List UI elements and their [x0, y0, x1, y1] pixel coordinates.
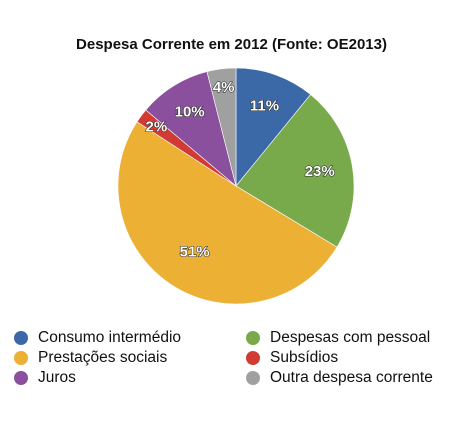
legend-label: Outra despesa corrente [270, 369, 433, 386]
pie-slice-3 [117, 121, 338, 305]
pie-slice-6 [206, 67, 237, 187]
pie-slice-label-5: 10% [175, 104, 205, 121]
legend-label: Consumo intermédio [38, 329, 182, 346]
legend-swatch [246, 351, 260, 365]
pie-slice-2 [235, 94, 355, 248]
pie-slice-label-2: 23% [305, 163, 335, 180]
legend-swatch [246, 371, 260, 385]
pie-slice-label-4: 2% [146, 118, 168, 135]
legend-item: Subsídios [246, 348, 338, 368]
pie-slice-1 [235, 67, 312, 187]
pie-slice-label-3: 51% [180, 243, 210, 260]
legend-label: Despesas com pessoal [270, 329, 431, 346]
legend-swatch [246, 331, 260, 345]
pie-slice-label-1: 11% [250, 97, 279, 114]
legend-item: Prestações sociais [14, 348, 167, 368]
legend-item: Outra despesa corrente [246, 368, 433, 388]
pie-slice-label-6: 4% [213, 79, 235, 96]
legend-label: Juros [38, 369, 76, 386]
legend-label: Prestações sociais [38, 349, 168, 366]
legend-swatch [14, 331, 28, 345]
legend-item: Consumo intermédio [14, 328, 181, 348]
legend-item: Despesas com pessoal [246, 328, 430, 348]
legend-swatch [14, 351, 28, 365]
chart-title: Despesa Corrente em 2012 (Fonte: OE2013) [76, 36, 387, 53]
legend-swatch [14, 371, 28, 385]
pie-slice-5 [145, 71, 237, 187]
legend-label: Subsídios [270, 349, 339, 366]
legend-item: Juros [14, 368, 76, 388]
